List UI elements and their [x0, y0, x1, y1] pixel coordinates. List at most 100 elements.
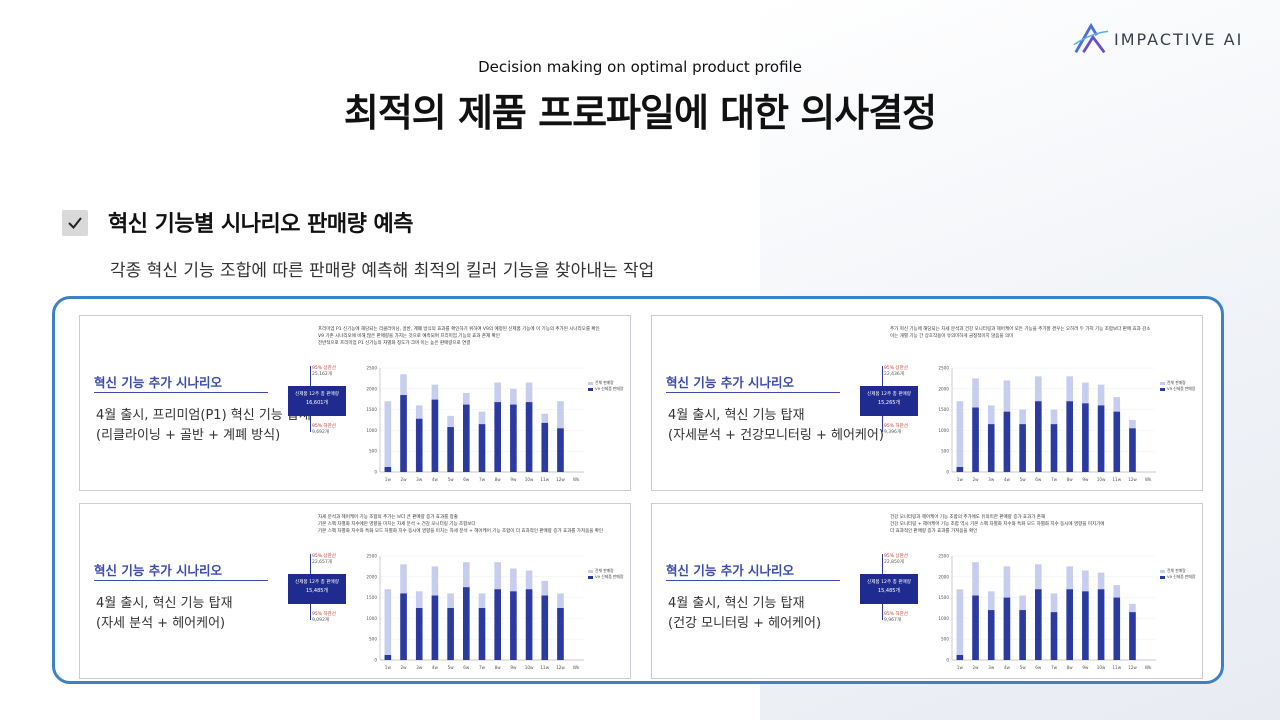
panel-line1: 4월 출시, 혁신 기능 탑재	[668, 596, 805, 611]
x-tick-label: 5w	[448, 477, 455, 482]
bar-new-product	[463, 587, 470, 660]
heading-rule	[666, 392, 840, 393]
heading-rule	[94, 392, 268, 393]
total-sales-box: 신제품 12주 총 판매량 16,601개	[288, 386, 346, 416]
bar-new-product	[415, 418, 423, 472]
x-tick-label: 6w	[1035, 665, 1042, 670]
bar-new-product	[972, 595, 979, 660]
lower-bound: 95% 하한선 9,967개	[884, 612, 908, 623]
total-sales-box: 신제품 12주 총 판매량 15,265개	[860, 386, 918, 416]
bar-new-product	[1066, 401, 1073, 472]
y-tick-label: 2500	[366, 366, 377, 371]
y-tick-label: 2500	[938, 554, 949, 559]
panel-heading: 혁신 기능 추가 시나리오	[666, 563, 795, 578]
x-tick-label: 5w	[1020, 477, 1027, 482]
x-tick-label: Wk	[1145, 477, 1152, 482]
checkbox-checked-icon	[62, 210, 88, 236]
bar-new-product	[478, 424, 486, 472]
x-tick-label: 11w	[1112, 477, 1121, 482]
bar-total	[384, 589, 392, 660]
x-tick-label: 12w	[556, 665, 565, 670]
impactive-logo-icon	[1073, 22, 1109, 54]
bar-new-product	[400, 395, 407, 472]
scenario-panel: 자세 분석과 헤어케어 기능 조합의 추가는 보다 큰 판매량 증가 효과를 창…	[79, 503, 631, 679]
y-tick-label: 1000	[366, 428, 377, 433]
y-tick-label: 0	[946, 470, 949, 475]
bar-new-product	[525, 589, 533, 660]
sales-bar-chart: 0 500 1000 1500 2000 2500 1w 2w 3w 4w 5w 6w 7w 8w 9w 10…	[938, 554, 1156, 670]
upper-bound: 95% 상한선 22,657개	[312, 554, 336, 565]
y-tick-label: 1000	[938, 428, 949, 433]
bar-new-product	[510, 404, 517, 472]
x-tick-label: 10w	[525, 477, 534, 482]
chart-legend: 전체 판매량 V9 신제품 판매량	[1160, 380, 1195, 392]
scenario-panel: 추가 혁신 기능에 해당되는 자세 분석과 건강 모니터링과 헤어케어 모든 기…	[651, 315, 1203, 491]
x-tick-label: 9w	[510, 477, 517, 482]
bar-new-product	[1082, 591, 1089, 660]
y-tick-label: 0	[374, 658, 377, 663]
x-tick-label: 11w	[1112, 665, 1121, 670]
scenario-panel: 건강 모니터링과 헤어케어 기능 조합의 추가에도 유의미한 판매량 증가 효과…	[651, 503, 1203, 679]
x-tick-label: Wk	[573, 665, 580, 670]
bar-new-product	[431, 595, 439, 660]
bar-new-product	[987, 610, 995, 660]
panel-note: 추가 혁신 기능에 해당되는 자세 분석과 건강 모니터링과 헤어케어 모든 기…	[890, 327, 1151, 339]
x-tick-label: 8w	[495, 665, 502, 670]
panel-heading: 혁신 기능 추가 시나리오	[666, 375, 795, 390]
panel-heading: 혁신 기능 추가 시나리오	[94, 563, 223, 578]
x-tick-label: 3w	[988, 665, 995, 670]
bar-new-product	[987, 424, 995, 472]
total-sales-box: 신제품 12주 총 판매량 15,485개	[288, 574, 346, 604]
panel-line2: (자세 분석 + 헤어케어)	[96, 616, 226, 631]
bar-new-product	[1113, 411, 1121, 472]
y-tick-label: 2500	[366, 554, 377, 559]
heading-rule	[666, 580, 840, 581]
y-tick-label: 2000	[366, 386, 377, 391]
x-tick-label: 2w	[400, 665, 407, 670]
bar-new-product	[384, 467, 392, 472]
bar-new-product	[1066, 589, 1073, 660]
upper-bound: 95% 상한선 22,436개	[884, 366, 908, 377]
upper-bound: 95% 상한선 25,162개	[312, 366, 336, 377]
x-tick-label: 4w	[1004, 477, 1011, 482]
y-tick-label: 1500	[366, 595, 377, 600]
y-tick-label: 2000	[938, 574, 949, 579]
x-tick-label: 6w	[463, 665, 470, 670]
section-description: 각종 혁신 기능 조합에 따른 판매량 예측해 최적의 킬러 기능을 찾아내는 …	[110, 261, 655, 281]
x-tick-label: 2w	[972, 665, 979, 670]
x-tick-label: 8w	[1067, 665, 1074, 670]
bar-new-product	[972, 407, 979, 472]
bar-new-product	[1019, 610, 1026, 660]
x-tick-label: 3w	[988, 477, 995, 482]
x-tick-label: 10w	[1097, 477, 1106, 482]
x-tick-label: 12w	[1128, 665, 1137, 670]
x-tick-label: 6w	[1035, 477, 1042, 482]
logo-text: IMPACTIVE AI	[1114, 29, 1244, 49]
bar-new-product	[541, 422, 549, 472]
x-tick-label: 2w	[400, 477, 407, 482]
bar-new-product	[494, 589, 501, 660]
y-tick-label: 0	[374, 470, 377, 475]
panel-heading: 혁신 기능 추가 시나리오	[94, 375, 223, 390]
x-tick-label: 4w	[432, 665, 439, 670]
bar-new-product	[1003, 597, 1011, 660]
panel-line2: (자세분석 + 건강모니터링 + 헤어케어)	[668, 428, 884, 443]
heading-rule	[94, 580, 268, 581]
total-sales-box: 신제품 12주 총 판매량 15,485개	[860, 574, 918, 604]
lower-bound: 95% 하한선 9,692개	[312, 424, 336, 435]
x-tick-label: 9w	[1082, 477, 1089, 482]
bar-new-product	[1019, 424, 1026, 472]
x-tick-label: Wk	[1145, 665, 1152, 670]
check-mark-icon	[68, 217, 82, 230]
y-tick-label: 1500	[938, 407, 949, 412]
x-tick-label: 1w	[385, 665, 392, 670]
x-tick-label: 10w	[525, 665, 534, 670]
bar-new-product	[384, 655, 392, 660]
y-tick-label: 1000	[366, 616, 377, 621]
x-tick-label: 1w	[385, 477, 392, 482]
x-tick-label: 7w	[1051, 477, 1058, 482]
bar-new-product	[557, 428, 564, 472]
x-tick-label: 2w	[972, 477, 979, 482]
scenario-frame: 프리미엄 P1 신기능에 해당되는 리클라이닝, 골반, 계폐 방식의 효과를 …	[52, 296, 1224, 684]
x-tick-label: 3w	[416, 477, 423, 482]
